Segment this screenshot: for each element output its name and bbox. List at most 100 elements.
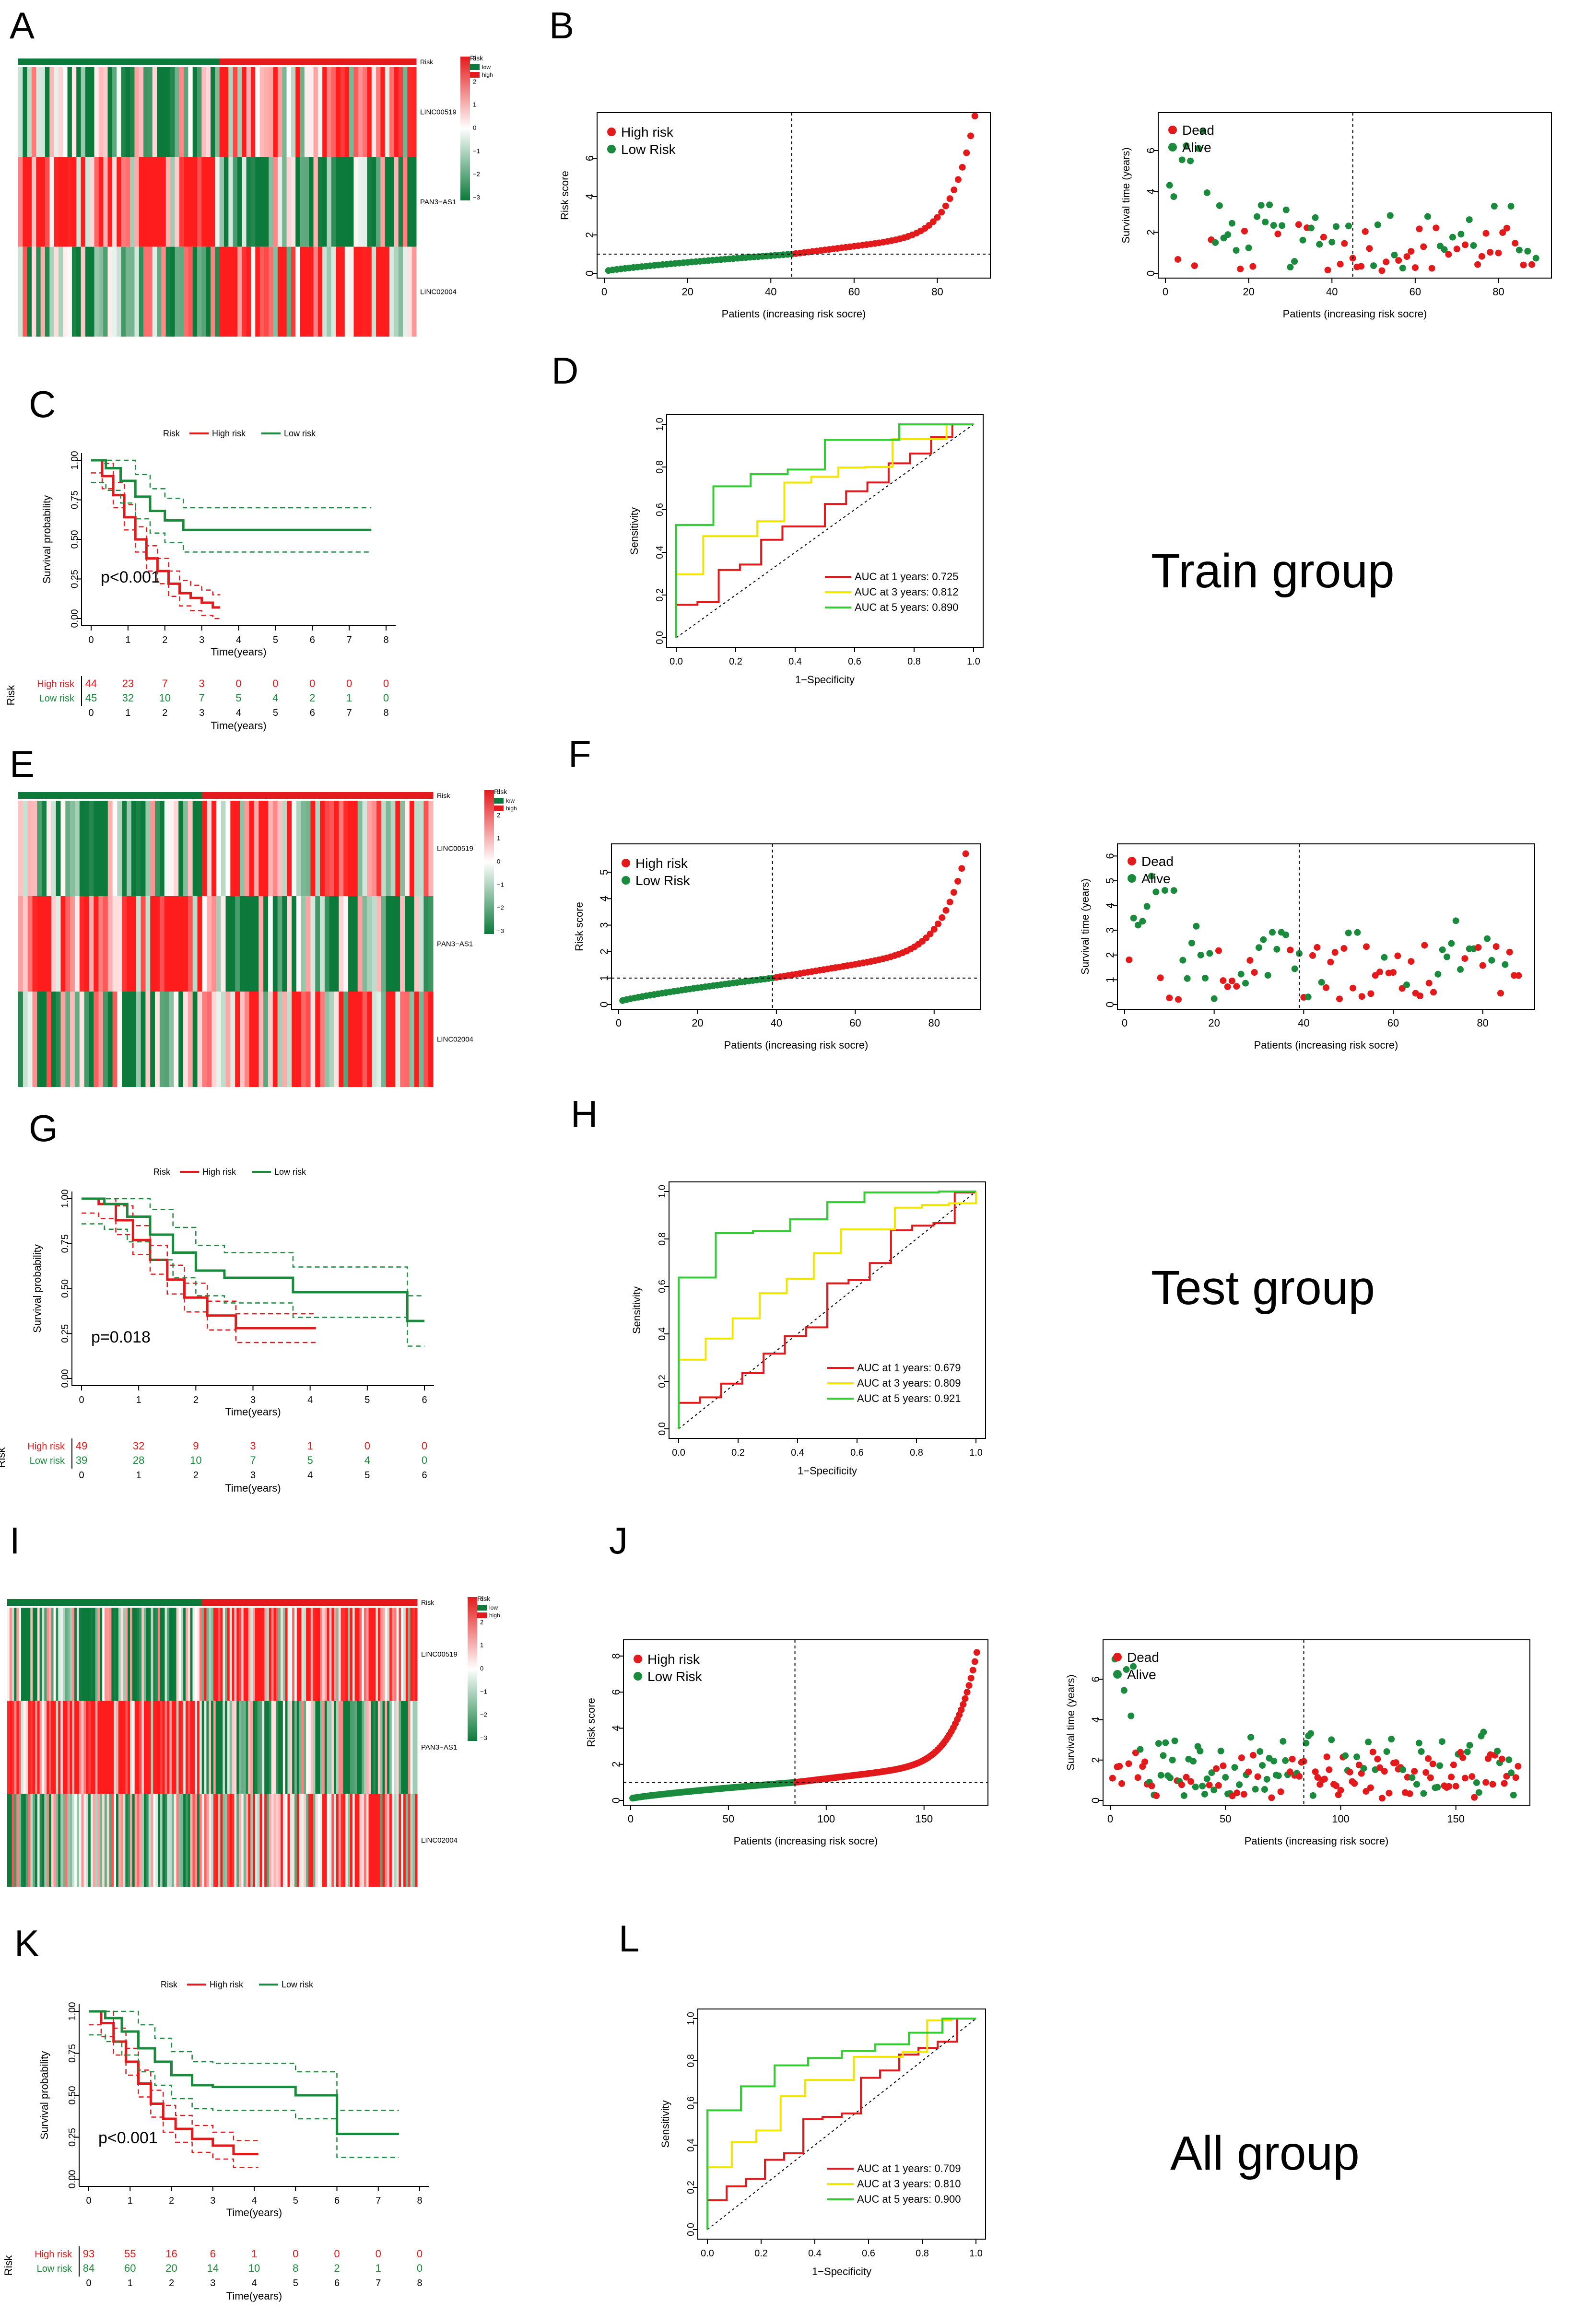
heat-cell <box>329 1608 332 1701</box>
alive-point <box>1342 1752 1349 1759</box>
heat-cell <box>197 246 202 337</box>
dead-point <box>1274 230 1281 237</box>
heat-cell <box>175 246 180 337</box>
legend-title: Risk <box>470 54 483 62</box>
heat-cell <box>349 246 354 337</box>
heat-cell <box>362 896 367 992</box>
heat-cell <box>178 1701 181 1794</box>
legend-dead-dot <box>1128 857 1136 865</box>
heat-cell <box>139 1794 142 1887</box>
heat-cell <box>183 801 188 896</box>
dead-point <box>1240 1791 1247 1798</box>
x-tick-label: 3 <box>210 2196 215 2206</box>
heat-cell <box>67 1608 70 1701</box>
risk-bar-cell <box>42 792 47 799</box>
heat-cell <box>184 157 188 247</box>
risk-bar-cell <box>324 1599 328 1606</box>
heat-cell <box>127 992 132 1087</box>
high-risk-point <box>963 1689 971 1696</box>
x-tick-label: 4 <box>307 1395 313 1405</box>
risk-bar-cell <box>225 792 231 799</box>
dead-point <box>1337 1787 1344 1794</box>
table-low-label: Low risk <box>39 693 75 704</box>
heat-cell <box>112 801 117 896</box>
dead-point <box>1422 1769 1430 1776</box>
legend-low-label: low <box>482 64 491 70</box>
risk-bar-cell <box>197 792 202 799</box>
risk-bar-cell <box>246 1599 248 1606</box>
heat-cell <box>31 246 36 337</box>
risk-bar-cell <box>190 1599 193 1606</box>
alive-point <box>1270 1757 1278 1764</box>
table-x-tick: 6 <box>334 2278 340 2289</box>
heat-cell <box>192 801 198 896</box>
roc-curve-5y <box>706 2018 976 2230</box>
high-risk-point <box>969 1667 976 1674</box>
risk-bar-cell <box>39 1599 42 1606</box>
heat-cell <box>148 157 153 247</box>
alive-point <box>1195 145 1202 152</box>
heat-cell <box>51 992 57 1087</box>
alive-point <box>1291 258 1298 265</box>
heat-cell <box>248 1794 251 1887</box>
risk-bar-cell <box>241 1599 244 1606</box>
risk-bar-label: Risk <box>421 1599 435 1606</box>
heat-cell <box>263 801 269 896</box>
risk-bar-cell <box>9 1599 12 1606</box>
heat-cell <box>97 1608 100 1701</box>
heat-cell <box>382 1794 385 1887</box>
heat-cell <box>164 801 170 896</box>
risk-bar-cell <box>85 58 90 65</box>
heat-cell <box>53 1608 56 1701</box>
heat-cell <box>259 1701 262 1794</box>
scale-tick: 2 <box>497 811 500 818</box>
alive-point <box>1279 222 1286 229</box>
risk-bar-cell <box>157 1599 161 1606</box>
alive-point <box>1439 946 1446 953</box>
heat-cell <box>299 1608 302 1701</box>
risk-bar-cell <box>264 1599 267 1606</box>
heat-cell <box>364 1701 367 1794</box>
heat-cell <box>227 1608 230 1701</box>
heat-cell <box>103 246 108 337</box>
heat-cell <box>139 1608 142 1701</box>
y-axis-label: Survival probability <box>41 495 53 584</box>
heat-cell <box>368 1608 371 1701</box>
heat-cell <box>112 992 117 1087</box>
heat-cell <box>56 896 61 992</box>
heat-cell <box>317 1608 320 1701</box>
heat-cell <box>169 1701 172 1794</box>
gene-label: PAN3−AS1 <box>420 198 456 206</box>
heat-cell <box>291 157 296 247</box>
alive-point <box>1282 931 1289 938</box>
risk-bar-cell <box>146 1599 149 1606</box>
heat-cell <box>357 896 363 992</box>
heat-cell <box>131 896 137 992</box>
heat-cell <box>336 1701 339 1794</box>
heat-cell <box>304 246 309 337</box>
heat-cell <box>28 1608 31 1701</box>
heat-cell <box>250 67 256 157</box>
heat-cell <box>48 1794 52 1887</box>
y-tick-label: 6 <box>1145 148 1157 153</box>
risk-bar-cell <box>267 1599 270 1606</box>
heat-cell <box>199 1794 202 1887</box>
table-low-count: 10 <box>159 692 171 704</box>
risk-bar-cell <box>121 58 126 65</box>
heat-cell <box>100 1794 103 1887</box>
plot-box <box>1103 1639 1530 1806</box>
heat-cell <box>412 1608 415 1701</box>
heat-cell <box>336 157 341 247</box>
heat-cell <box>327 1608 329 1701</box>
alive-point <box>1282 206 1290 213</box>
high-risk-point <box>946 195 953 202</box>
heat-cell <box>235 992 240 1087</box>
heat-cell <box>184 67 188 157</box>
heat-cell <box>368 1794 371 1887</box>
legend-low-dot <box>634 1672 642 1681</box>
roc-curve-3y <box>675 423 974 638</box>
risk-bar-cell <box>315 792 320 799</box>
alive-point <box>1345 929 1352 936</box>
heat-cell <box>228 67 234 157</box>
